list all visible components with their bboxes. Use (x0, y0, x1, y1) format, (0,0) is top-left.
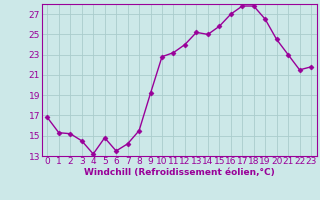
X-axis label: Windchill (Refroidissement éolien,°C): Windchill (Refroidissement éolien,°C) (84, 168, 275, 177)
